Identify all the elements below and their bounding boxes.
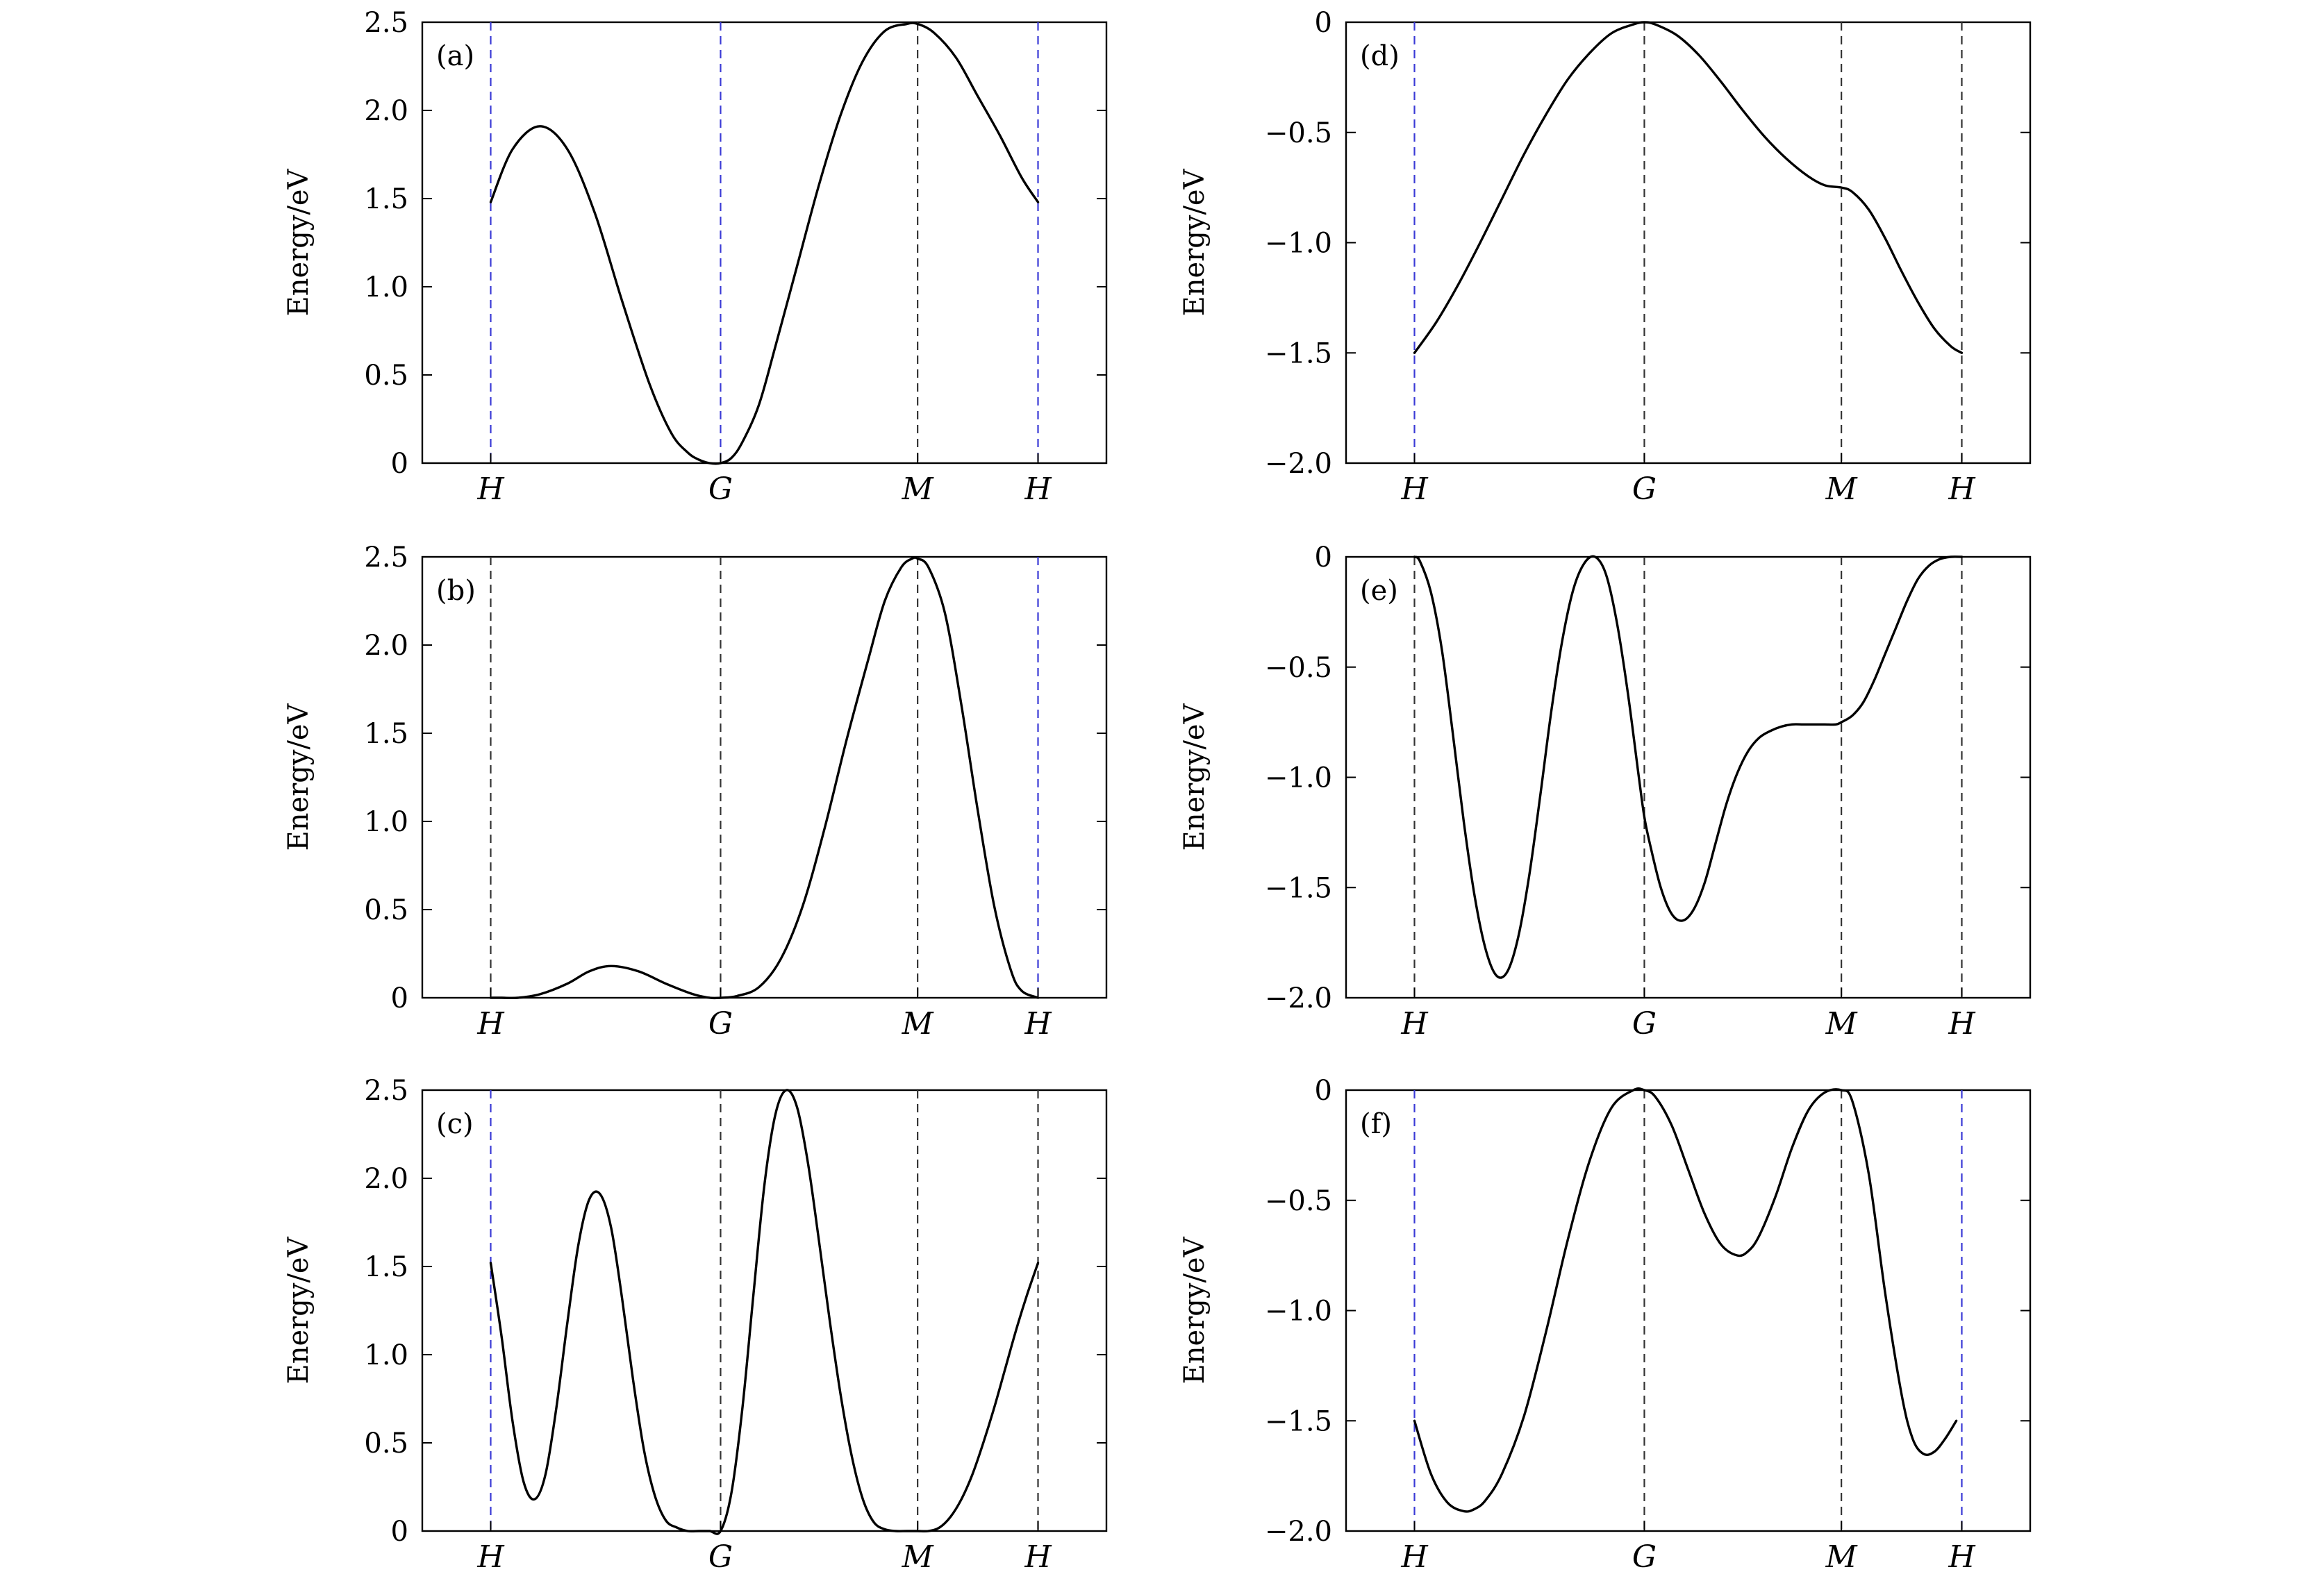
y-tick-label: 0 [1315,7,1332,39]
y-tick-label: 0 [1315,542,1332,574]
y-axis-label: Energy/eV [1179,168,1211,316]
y-tick-label: 1.5 [364,718,408,750]
x-tick-label-H: H [1024,1006,1052,1042]
y-axis-label: Energy/eV [283,703,315,851]
x-tick-label-G: G [1632,1006,1657,1042]
x-tick-label-H: H [1024,471,1052,507]
y-tick-label: 1.0 [364,271,408,303]
y-tick-label: −2.0 [1265,1516,1332,1548]
y-tick-label: 2.0 [364,95,408,127]
panel-f: −2.0 −1.5 −1.0 −0.5 0 H G M H Energy/eV (f) [1179,1075,2032,1572]
x-tick-label-M: M [902,1539,934,1572]
x-tick-label-H: H [1400,1006,1429,1042]
y-tick-label: 2.0 [364,630,408,662]
panel-label: (b) [436,575,476,607]
y-tick-label: −0.5 [1265,117,1332,149]
plot-frame [421,1089,1108,1532]
x-tick-label-H: H [1948,1539,1976,1572]
y-axis-label: Energy/eV [1179,703,1211,851]
x-tick-label-H: H [476,471,505,507]
panel-c: 0 0.5 1.0 1.5 2.0 2.5 H G M H Energy/eV (c) [283,1075,1108,1572]
y-tick-label: 0 [1315,1075,1332,1107]
band-curve-0 [489,22,1040,465]
band-curve-0 [1413,21,1964,354]
x-tick-label-G: G [1632,471,1657,507]
y-tick-label: −1.5 [1265,1405,1332,1437]
panel-label: (a) [436,40,474,72]
y-tick-label: 2.5 [364,542,408,574]
x-tick-label-M: M [1825,1539,1858,1572]
y-tick-label: 0 [391,983,408,1014]
x-tick-label-G: G [708,1006,733,1042]
y-axis-label: Energy/eV [283,168,315,316]
y-tick-label: −1.0 [1265,1296,1332,1328]
band-curve-0 [1413,1087,1958,1513]
y-tick-label: 2.0 [364,1163,408,1195]
y-tick-label: 2.5 [364,1075,408,1107]
x-tick-label-M: M [1825,1006,1858,1042]
y-tick-label: 0 [391,1516,408,1548]
x-tick-label-H: H [1948,1006,1976,1042]
panel-label: (d) [1360,40,1400,72]
plot-frame [421,21,1108,465]
y-tick-label: 2.5 [364,7,408,39]
panel-label: (f) [1360,1108,1392,1140]
panel-d: −2.0 −1.5 −1.0 −0.5 0 H G M H Energy/eV (d) [1179,7,2032,507]
plot-frame [421,555,1108,999]
x-tick-label-H: H [1400,1539,1429,1572]
panel-e: −2.0 −1.5 −1.0 −0.5 0 H G M H Energy/eV (e) [1179,542,2032,1042]
y-tick-label: −2.0 [1265,983,1332,1014]
panel-label: (c) [436,1108,474,1140]
x-tick-label-M: M [1825,471,1858,507]
y-tick-label: 1.0 [364,806,408,838]
y-tick-label: 0.5 [364,894,408,926]
x-tick-label-M: M [902,1006,934,1042]
y-axis-label: Energy/eV [1179,1236,1211,1384]
band-curve-0 [489,1089,1040,1535]
y-tick-label: −0.5 [1265,652,1332,684]
band-curve-0 [1413,555,1964,979]
panel-label: (e) [1360,575,1398,607]
y-tick-label: −1.5 [1265,872,1332,904]
x-tick-label-H: H [1948,471,1976,507]
y-tick-label: 0 [391,448,408,480]
panel-a: 0 0.5 1.0 1.5 2.0 2.5 H G M H Energy/eV (a) [283,7,1108,507]
y-tick-label: 1.5 [364,1251,408,1283]
x-tick-label-M: M [902,471,934,507]
y-tick-label: 0.5 [364,1428,408,1460]
y-axis-label: Energy/eV [283,1236,315,1384]
y-tick-label: −0.5 [1265,1185,1332,1217]
x-tick-label-H: H [476,1539,505,1572]
y-tick-label: 0.5 [364,360,408,392]
x-tick-label-H: H [476,1006,505,1042]
x-tick-label-G: G [708,1539,733,1572]
band-curve-0 [489,556,1040,1000]
y-tick-label: −1.0 [1265,762,1332,794]
y-tick-label: 1.0 [364,1339,408,1371]
panels-group: 0 0.5 1.0 1.5 2.0 2.5 H G M H Energy/eV (a) 0 0.5 1.0 1… [283,7,2032,1572]
y-tick-label: −1.5 [1265,337,1332,369]
y-tick-label: −2.0 [1265,448,1332,480]
x-tick-label-H: H [1400,471,1429,507]
y-tick-label: 1.5 [364,183,408,215]
x-tick-label-G: G [1632,1539,1657,1572]
x-tick-label-H: H [1024,1539,1052,1572]
x-tick-label-G: G [708,471,733,507]
panel-b: 0 0.5 1.0 1.5 2.0 2.5 H G M H Energy/eV (b) [283,542,1108,1042]
y-tick-label: −1.0 [1265,228,1332,260]
